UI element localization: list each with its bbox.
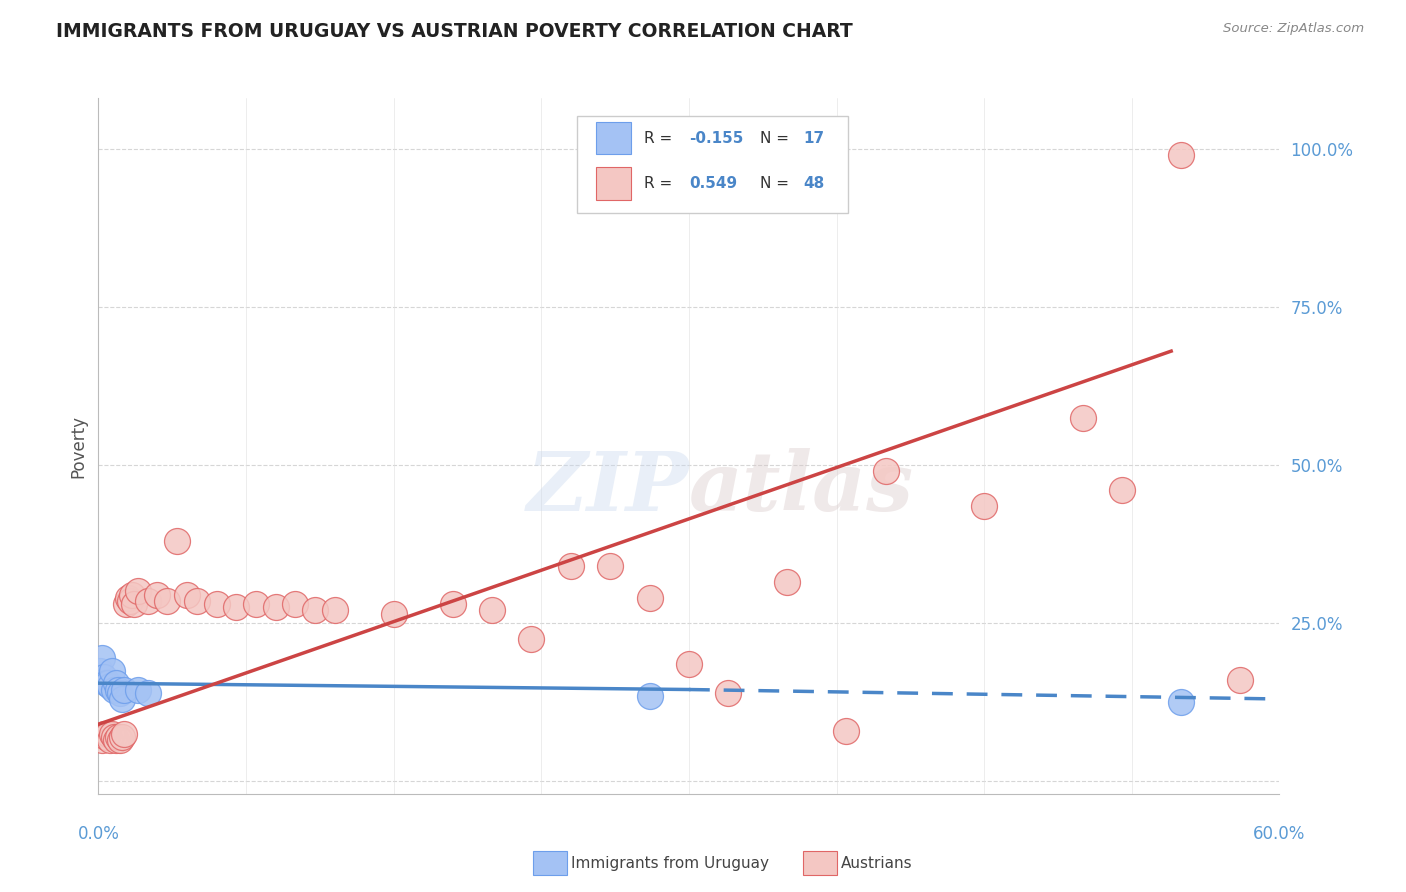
Point	[599, 559, 621, 574]
Point	[96, 730, 118, 744]
Point	[146, 588, 169, 602]
Point	[96, 676, 118, 690]
Point	[112, 682, 135, 697]
Text: 60.0%: 60.0%	[1253, 825, 1306, 843]
Point	[118, 594, 141, 608]
Point	[136, 594, 159, 608]
Point	[105, 733, 128, 747]
Point	[91, 733, 114, 747]
Point	[103, 730, 125, 744]
Point	[98, 679, 121, 693]
Point	[166, 533, 188, 548]
Text: 17: 17	[803, 130, 825, 145]
Point	[638, 689, 661, 703]
Point	[1111, 483, 1133, 498]
Point	[127, 584, 149, 599]
Point	[105, 676, 128, 690]
Text: 0.549: 0.549	[689, 176, 737, 191]
Point	[93, 727, 115, 741]
Point	[176, 588, 198, 602]
Text: 0.0%: 0.0%	[77, 825, 120, 843]
Text: atlas: atlas	[689, 448, 914, 528]
Point	[101, 664, 124, 678]
Point	[108, 686, 131, 700]
Point	[382, 607, 405, 621]
Point	[156, 594, 179, 608]
Text: Austrians: Austrians	[841, 856, 912, 871]
Y-axis label: Poverty: Poverty	[69, 415, 87, 477]
Point	[1170, 148, 1192, 162]
Point	[835, 723, 858, 738]
Text: ZIP: ZIP	[526, 448, 689, 528]
Point	[264, 600, 287, 615]
Point	[225, 600, 247, 615]
Point	[107, 682, 129, 697]
FancyBboxPatch shape	[596, 122, 631, 154]
Point	[115, 597, 138, 611]
Point	[93, 670, 115, 684]
Point	[1229, 673, 1251, 687]
Point	[245, 597, 267, 611]
Point	[323, 603, 346, 617]
FancyBboxPatch shape	[576, 116, 848, 213]
Point	[97, 727, 120, 741]
Text: Source: ZipAtlas.com: Source: ZipAtlas.com	[1223, 22, 1364, 36]
Point	[560, 559, 582, 574]
FancyBboxPatch shape	[596, 167, 631, 200]
Point	[1170, 695, 1192, 709]
Text: Immigrants from Uruguay: Immigrants from Uruguay	[571, 856, 769, 871]
Point	[284, 597, 307, 611]
Point	[108, 733, 131, 747]
Point	[875, 464, 897, 478]
Text: -0.155: -0.155	[689, 130, 744, 145]
Point	[111, 692, 134, 706]
Text: N =: N =	[759, 130, 793, 145]
Point	[186, 594, 208, 608]
Point	[107, 730, 129, 744]
Point	[111, 730, 134, 744]
Point	[112, 727, 135, 741]
Point	[678, 657, 700, 672]
Text: IMMIGRANTS FROM URUGUAY VS AUSTRIAN POVERTY CORRELATION CHART: IMMIGRANTS FROM URUGUAY VS AUSTRIAN POVE…	[56, 22, 853, 41]
Point	[127, 682, 149, 697]
Point	[441, 597, 464, 611]
Point	[91, 651, 114, 665]
Point	[1071, 410, 1094, 425]
Point	[122, 597, 145, 611]
Point	[117, 591, 139, 605]
Point	[101, 727, 124, 741]
Point	[638, 591, 661, 605]
Point	[205, 597, 228, 611]
Point	[97, 676, 120, 690]
Point	[304, 603, 326, 617]
Point	[481, 603, 503, 617]
Point	[136, 686, 159, 700]
Text: N =: N =	[759, 176, 793, 191]
Point	[89, 664, 111, 678]
Point	[973, 499, 995, 513]
Point	[103, 682, 125, 697]
Point	[98, 733, 121, 747]
Text: R =: R =	[644, 176, 678, 191]
Point	[776, 574, 799, 589]
Text: 48: 48	[803, 176, 825, 191]
Text: R =: R =	[644, 130, 678, 145]
Point	[121, 588, 143, 602]
Point	[520, 632, 543, 646]
Point	[717, 686, 740, 700]
